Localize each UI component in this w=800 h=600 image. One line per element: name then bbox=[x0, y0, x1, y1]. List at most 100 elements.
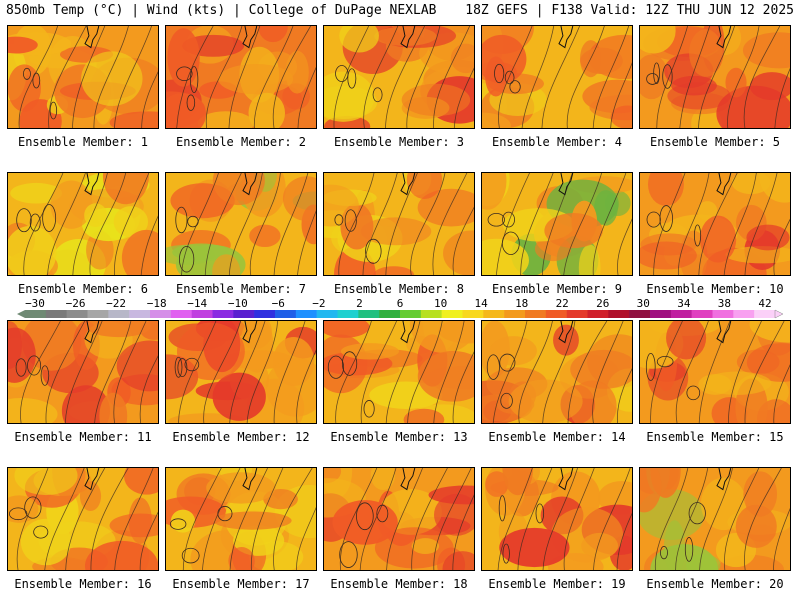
colorbar-tick-label: −30 bbox=[25, 297, 45, 310]
colorbar-swatch bbox=[87, 310, 109, 318]
colorbar-swatch bbox=[650, 310, 672, 318]
colorbar-tick-label: 42 bbox=[758, 297, 771, 310]
colorbar-tick-label: 6 bbox=[397, 297, 404, 310]
colorbar-tick-label: 2 bbox=[356, 297, 363, 310]
ensemble-member-map bbox=[323, 320, 475, 424]
colorbar-swatch bbox=[25, 310, 47, 318]
colorbar-tick-label: −22 bbox=[106, 297, 126, 310]
colorbar-tick-label: 10 bbox=[434, 297, 447, 310]
colorbar-swatch bbox=[712, 310, 734, 318]
colorbar-min-arrow bbox=[17, 310, 25, 318]
ensemble-member-map bbox=[165, 320, 317, 424]
ensemble-member-label: Ensemble Member: 1 bbox=[17, 135, 149, 149]
colorbar-swatch bbox=[275, 310, 297, 318]
colorbar-tick-label: 22 bbox=[556, 297, 569, 310]
ensemble-member-label: Ensemble Member: 17 bbox=[172, 577, 310, 591]
ensemble-member-label: Ensemble Member: 11 bbox=[14, 430, 152, 444]
colorbar-swatch bbox=[45, 310, 67, 318]
colorbar-swatch bbox=[108, 310, 130, 318]
colorbar-tick-label: 30 bbox=[637, 297, 650, 310]
ensemble-member-label: Ensemble Member: 16 bbox=[14, 577, 152, 591]
colorbar-swatch bbox=[295, 310, 317, 318]
ensemble-member-label: Ensemble Member: 8 bbox=[333, 282, 465, 296]
colorbar-swatch bbox=[691, 310, 713, 318]
ensemble-member-label: Ensemble Member: 15 bbox=[646, 430, 784, 444]
ensemble-member-map bbox=[481, 172, 633, 276]
colorbar-swatch bbox=[545, 310, 567, 318]
colorbar-swatch bbox=[358, 310, 380, 318]
colorbar-swatch bbox=[66, 310, 88, 318]
ensemble-member-label: Ensemble Member: 18 bbox=[330, 577, 468, 591]
ensemble-member-map bbox=[7, 172, 159, 276]
ensemble-member-map bbox=[165, 172, 317, 276]
ensemble-member-map bbox=[7, 25, 159, 129]
colorbar-swatch bbox=[233, 310, 255, 318]
ensemble-member-label: Ensemble Member: 10 bbox=[646, 282, 784, 296]
ensemble-member-label: Ensemble Member: 6 bbox=[17, 282, 149, 296]
chart-title: 850mb Temp (°C) | Wind (kts) | College o… bbox=[6, 3, 437, 18]
ensemble-member-label: Ensemble Member: 13 bbox=[330, 430, 468, 444]
ensemble-member-map bbox=[481, 25, 633, 129]
ensemble-member-label: Ensemble Member: 5 bbox=[649, 135, 781, 149]
ensemble-member-map bbox=[7, 467, 159, 571]
colorbar-swatch bbox=[150, 310, 172, 318]
colorbar-swatch bbox=[441, 310, 463, 318]
colorbar-tick-label: −10 bbox=[228, 297, 248, 310]
valid-time-label: 18Z GEFS | F138 Valid: 12Z THU JUN 12 20… bbox=[465, 3, 794, 18]
colorbar-swatch bbox=[462, 310, 484, 318]
colorbar-tick-label: 38 bbox=[718, 297, 731, 310]
colorbar-swatch bbox=[733, 310, 755, 318]
ensemble-member-map bbox=[639, 25, 791, 129]
ensemble-member-map bbox=[165, 25, 317, 129]
ensemble-member-map bbox=[481, 467, 633, 571]
colorbar-swatch bbox=[170, 310, 192, 318]
ensemble-member-map bbox=[323, 467, 475, 571]
ensemble-member-label: Ensemble Member: 2 bbox=[175, 135, 307, 149]
colorbar-swatch bbox=[420, 310, 442, 318]
colorbar-tick-label: 14 bbox=[474, 297, 488, 310]
colorbar-tick-label: 18 bbox=[515, 297, 528, 310]
colorbar-tick-label: −26 bbox=[66, 297, 86, 310]
temperature-colorbar: −30 −26 −22 −18 −14 −10 −6 −2 2 6 10 14 18 22 26 30 34 38… bbox=[17, 297, 784, 319]
colorbar-swatch bbox=[566, 310, 588, 318]
colorbar-max-arrow bbox=[774, 309, 784, 319]
colorbar-swatch bbox=[212, 310, 234, 318]
colorbar-swatch bbox=[316, 310, 338, 318]
colorbar-swatch bbox=[504, 310, 526, 318]
colorbar-swatch bbox=[400, 310, 422, 318]
ensemble-member-map bbox=[7, 320, 159, 424]
colorbar-swatch bbox=[525, 310, 547, 318]
colorbar-swatch bbox=[483, 310, 505, 318]
ensemble-member-label: Ensemble Member: 4 bbox=[491, 135, 623, 149]
colorbar-swatch bbox=[670, 310, 692, 318]
colorbar-swatch bbox=[754, 310, 776, 318]
colorbar-tick-label: 34 bbox=[677, 297, 691, 310]
ensemble-member-map bbox=[323, 25, 475, 129]
colorbar-swatch bbox=[191, 310, 213, 318]
ensemble-member-label: Ensemble Member: 20 bbox=[646, 577, 784, 591]
ensemble-member-label: Ensemble Member: 3 bbox=[333, 135, 465, 149]
ensemble-member-label: Ensemble Member: 9 bbox=[491, 282, 623, 296]
colorbar-swatch bbox=[337, 310, 359, 318]
ensemble-member-label: Ensemble Member: 14 bbox=[488, 430, 626, 444]
ensemble-member-label: Ensemble Member: 19 bbox=[488, 577, 626, 591]
ensemble-member-label: Ensemble Member: 12 bbox=[172, 430, 310, 444]
ensemble-member-map bbox=[639, 172, 791, 276]
ensemble-member-map bbox=[323, 172, 475, 276]
colorbar-swatch bbox=[379, 310, 401, 318]
colorbar-tick-label: −18 bbox=[147, 297, 167, 310]
ensemble-member-map bbox=[639, 467, 791, 571]
ensemble-member-map bbox=[639, 320, 791, 424]
colorbar-tick-label: −14 bbox=[187, 297, 207, 310]
colorbar-tick-label: 26 bbox=[596, 297, 609, 310]
colorbar-swatch bbox=[608, 310, 630, 318]
ensemble-member-label: Ensemble Member: 7 bbox=[175, 282, 307, 296]
colorbar-swatch bbox=[129, 310, 151, 318]
colorbar-swatch bbox=[629, 310, 651, 318]
ensemble-member-map bbox=[481, 320, 633, 424]
colorbar-tick-label: −2 bbox=[312, 297, 325, 310]
colorbar-tick-label: −6 bbox=[272, 297, 285, 310]
colorbar-swatch bbox=[587, 310, 609, 318]
ensemble-member-map bbox=[165, 467, 317, 571]
colorbar-swatch bbox=[254, 310, 276, 318]
